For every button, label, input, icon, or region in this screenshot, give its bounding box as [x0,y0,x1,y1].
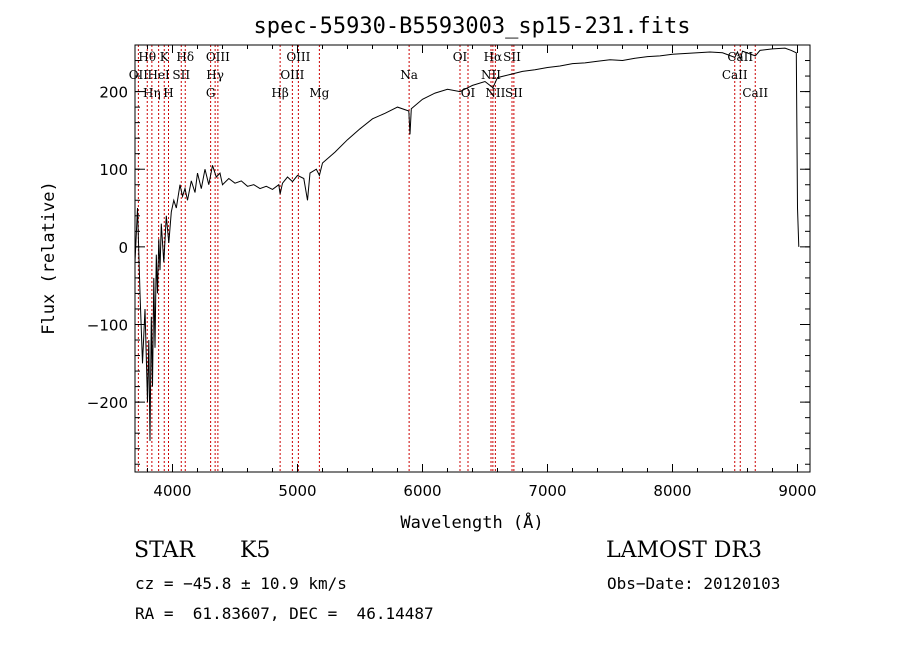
object-subclass: K5 [240,538,271,563]
plot-frame [134,44,811,473]
marker-label-3: K [160,50,170,64]
marker-label-24: CaII [722,68,748,82]
marker-label-0: Hθ [138,50,156,64]
x-tick-label-2: 6000 [403,482,441,500]
marker-label-18: Hα [484,50,503,64]
x-tick-label-0: 4000 [153,482,191,500]
marker-label-2: Hη [143,86,161,100]
x-tick-label-5: 9000 [778,482,816,500]
spectral-line-markers [137,45,756,472]
chart-title: spec-55930-B5593003_sp15-231.fits [253,14,690,39]
y-tick-label-0: −200 [87,394,128,412]
y-tick-label-3: 100 [99,161,128,179]
spectral-line-labels: Hθ OII Hη K HeI H Hδ SII OIII Hγ G Hβ OIII OIII Mg Na OI… [129,50,769,100]
y-tick-label-4: 200 [99,84,128,102]
spectrum-chart: spec-55930-B5593003_sp15-231.fits HθOIIH… [39,14,817,533]
coordinates: RA = 61.83607, DEC = 46.14487 [135,604,434,623]
marker-label-1: OII [129,68,149,82]
marker-label-12: OIII [286,50,310,64]
y-tick-label-1: −100 [87,316,128,334]
marker-label-13: OIII [280,68,304,82]
marker-label-4: HeI [147,68,170,82]
marker-label-21: NII [485,86,505,100]
x-tick-label-1: 5000 [278,482,316,500]
survey-name: LAMOST DR3 [606,538,762,563]
obs-date: Obs−Date: 20120103 [607,574,781,593]
redshift-text: cz = −45.8 ± 10.9 km/s [135,574,347,593]
marker-label-14: Mg [309,86,329,100]
marker-label-8: OIII [206,50,230,64]
marker-label-15: Na [400,68,418,82]
marker-label-16: OI [453,50,468,64]
marker-label-5: H [163,86,173,100]
marker-label-9: Hγ [206,68,224,82]
y-axis-label: Flux (relative) [39,181,59,335]
marker-label-6: Hδ [176,50,194,64]
marker-label-7: SII [172,68,190,82]
marker-label-22: SII [505,86,523,100]
marker-label-25: CaII [742,86,768,100]
spectrum-line [134,47,800,441]
object-class: STAR [134,538,195,563]
marker-label-11: Hβ [271,86,288,100]
marker-label-19: SII [503,50,521,64]
x-axis: 4000 5000 6000 7000 8000 9000 [147,45,817,500]
marker-label-10: G [206,86,216,100]
marker-label-20: NII [481,68,501,82]
y-tick-label-2: 0 [118,239,128,257]
x-axis-label: Wavelength (Å) [400,511,543,533]
x-tick-label-3: 7000 [528,482,566,500]
x-tick-label-4: 8000 [653,482,691,500]
y-axis: −200 −100 0 100 200 [87,60,810,465]
